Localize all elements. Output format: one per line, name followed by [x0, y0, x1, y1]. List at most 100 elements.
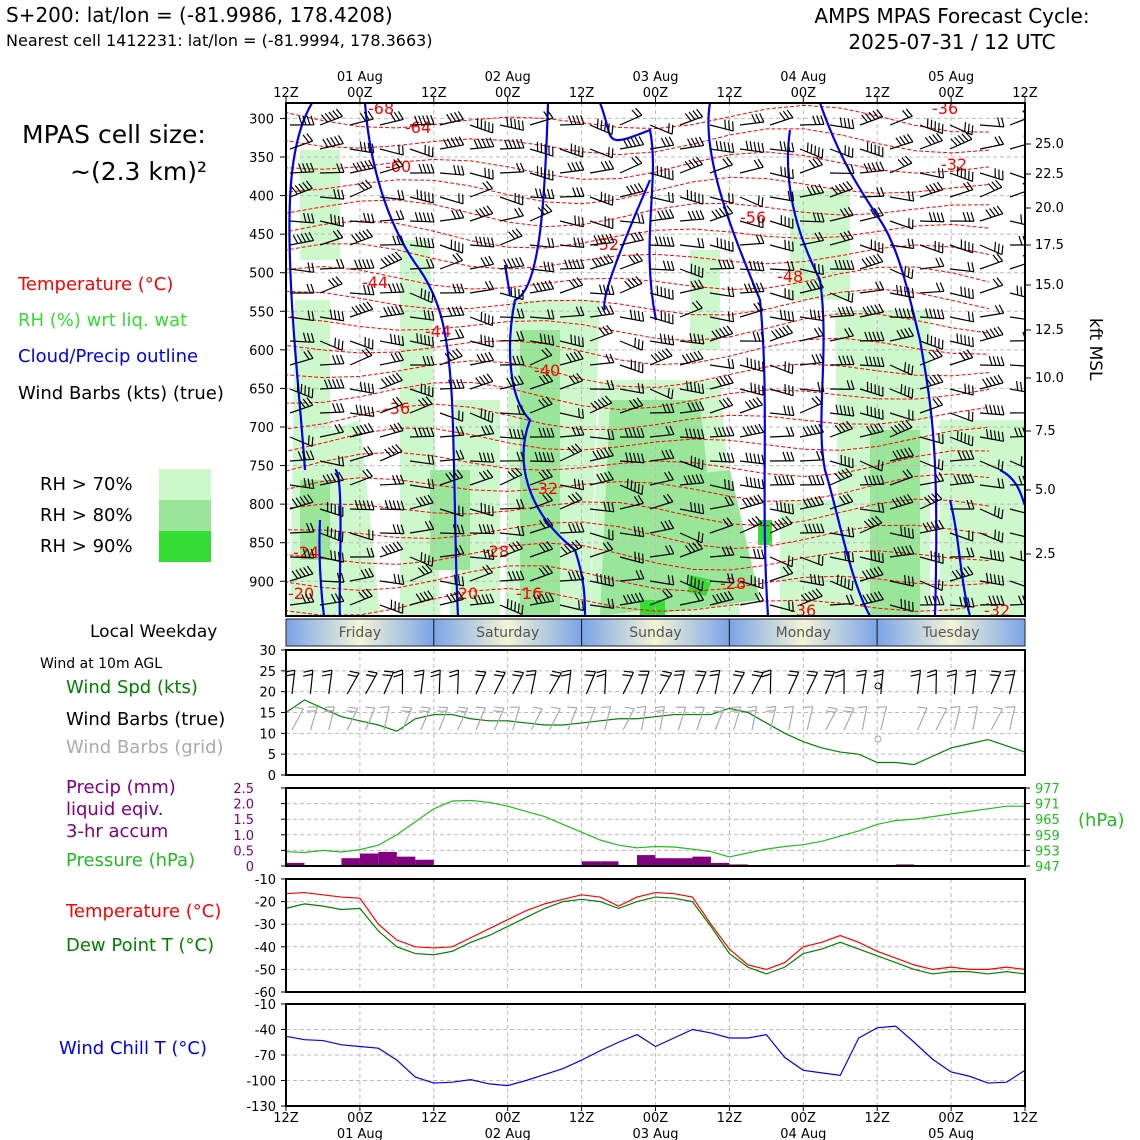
wind-barb-grid — [714, 706, 725, 709]
wind-barb — [606, 541, 614, 550]
wind-barb-true — [873, 673, 883, 677]
wind-barb — [814, 145, 817, 156]
wind-barb — [626, 138, 633, 148]
wind-barb — [379, 340, 404, 347]
wind-barb — [548, 280, 555, 290]
height-axis-label: kft MSL — [1085, 318, 1105, 381]
wind-barb — [573, 237, 577, 247]
wind-barb — [896, 285, 899, 295]
wind-barb — [320, 114, 328, 123]
wind-barb — [520, 451, 525, 462]
wind-barb — [993, 506, 997, 516]
wind-barb — [681, 354, 689, 364]
precip-bar — [378, 851, 397, 866]
wind-barb — [431, 238, 435, 248]
wind-barb — [939, 282, 945, 292]
wind-barb — [604, 395, 613, 404]
wind-barb — [1001, 575, 1005, 586]
wind-barb — [571, 570, 577, 581]
wind-barb — [551, 262, 555, 272]
station-title: S+200: lat/lon = (-81.9986, 178.4208) — [6, 3, 393, 27]
wind-barb — [788, 240, 790, 251]
wind-barb — [901, 157, 909, 166]
wind-barb — [481, 138, 487, 148]
wind-barb — [354, 233, 362, 242]
wind-barb — [641, 383, 645, 394]
wind-barb — [904, 574, 907, 585]
wind-barb — [504, 139, 509, 149]
wind-barb — [516, 540, 523, 549]
top-date-label: 05 Aug — [928, 70, 974, 85]
wind-barb-true — [965, 673, 976, 677]
wind-barb — [649, 144, 674, 150]
wind-barb — [311, 311, 315, 321]
wind-barb — [874, 407, 877, 418]
wind-barb — [611, 502, 615, 512]
wind-barb — [550, 189, 555, 199]
wind-barb — [506, 598, 509, 609]
dew-series-label: Dew Point T (°C) — [66, 935, 215, 956]
wind-barb — [994, 136, 1001, 146]
temperature-contour — [286, 403, 990, 431]
temperature-contour — [286, 542, 990, 571]
wind-barb — [934, 491, 943, 500]
wind-barb — [297, 451, 303, 461]
wind-barb — [597, 234, 603, 245]
wind-barb — [758, 423, 765, 433]
wind-barb — [745, 140, 749, 151]
weekday-band — [285, 618, 435, 647]
wind-barb — [542, 374, 550, 383]
wind-barb — [997, 478, 1001, 488]
wind-barb — [753, 453, 757, 464]
pressure-ytick-label: 959 — [1035, 829, 1060, 844]
wind-barb — [937, 167, 941, 178]
wind-barb — [499, 292, 524, 301]
wind-barb — [625, 452, 629, 462]
wind-barb-grid — [420, 706, 431, 709]
wind-barb — [846, 355, 851, 365]
wind-barb — [306, 133, 314, 142]
wind-barb — [398, 304, 405, 314]
wind-barb — [572, 259, 577, 269]
wind-barb — [698, 136, 705, 146]
wind-barb-true — [824, 670, 835, 673]
wind-barb — [839, 232, 846, 242]
wind-barb — [687, 211, 693, 221]
wind-barb — [872, 475, 877, 485]
wind-barb — [626, 594, 633, 604]
wind-barb — [639, 569, 645, 579]
wind-barb — [1027, 236, 1030, 245]
wind-barb — [711, 210, 719, 219]
wind-barb — [397, 574, 401, 584]
wind-barb — [769, 117, 794, 126]
rh70-region — [780, 500, 840, 616]
wind-barb-true — [493, 674, 504, 677]
wind-barb — [544, 347, 553, 356]
wind-barb — [545, 203, 553, 212]
weekday-label: Sunday — [629, 625, 681, 641]
precip-bar — [415, 859, 434, 866]
temperature-contour-label: -32 — [941, 155, 967, 174]
bottom-date-label: 04 Aug — [780, 1127, 826, 1140]
wind-barb — [725, 546, 731, 556]
wind-barb — [719, 376, 726, 386]
wind-barb — [929, 308, 933, 319]
wind-barb-true — [474, 674, 485, 677]
wind-barb — [911, 576, 915, 587]
wind-barb — [692, 542, 700, 551]
wind-barb-true — [584, 674, 595, 677]
wind-barb — [792, 241, 794, 252]
wind-barb — [508, 139, 513, 149]
wind-barb — [302, 134, 310, 143]
wind-barb — [664, 520, 671, 530]
height-tick-label: 7.5 — [1035, 424, 1056, 439]
wind-barb — [602, 542, 610, 552]
wind-barb-grid — [323, 709, 334, 712]
wind-barb — [418, 427, 423, 437]
wind-barb — [967, 434, 970, 445]
wind-barb — [611, 598, 615, 609]
wind-barb — [878, 408, 880, 419]
wind-barb — [715, 329, 722, 338]
wind-barb — [726, 205, 734, 214]
wind-barb — [365, 588, 373, 597]
